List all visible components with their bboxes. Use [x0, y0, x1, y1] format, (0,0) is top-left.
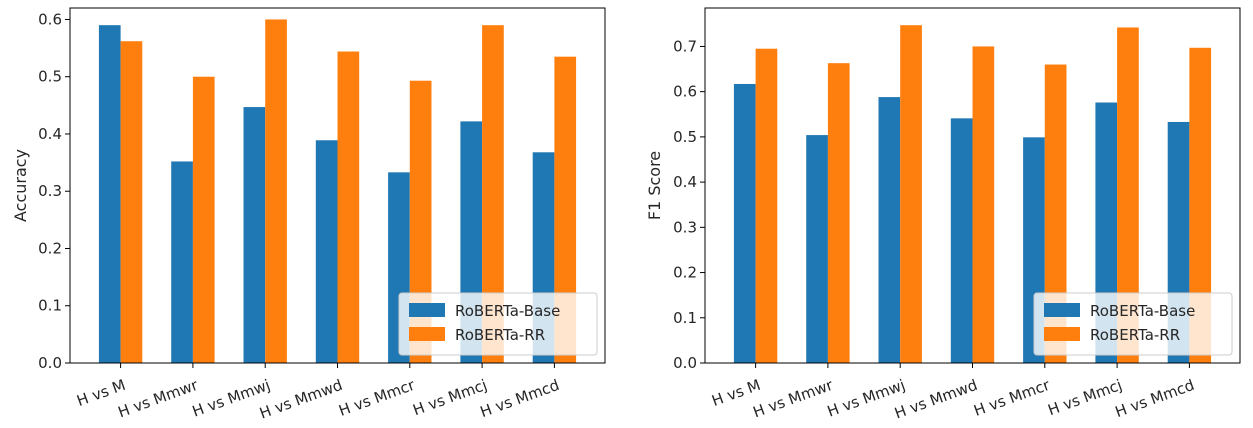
legend-label-roberta-rr: RoBERTa-RR — [455, 326, 545, 344]
x-tick-label: H vs Mmcd — [1113, 376, 1197, 421]
y-tick-label: 0.6 — [673, 83, 697, 101]
bar-roberta-rr-4 — [972, 46, 995, 364]
legend-label-roberta-base: RoBERTa-Base — [1090, 302, 1195, 320]
bar-roberta-base-1 — [733, 83, 756, 364]
bar-roberta-rr-1 — [755, 48, 778, 364]
legend: RoBERTa-Base RoBERTa-RR — [1033, 292, 1233, 356]
bar-roberta-base-3 — [878, 97, 901, 363]
x-tick-label: H vs Mmcj — [410, 376, 489, 419]
legend-box — [1033, 292, 1233, 356]
y-tick-label: 0.6 — [38, 10, 62, 28]
x-tick-label: H vs Mmcr — [336, 376, 418, 420]
y-tick-label: 0.0 — [673, 354, 697, 372]
bar-roberta-base-4 — [950, 118, 973, 363]
legend-label-roberta-base: RoBERTa-Base — [455, 302, 560, 320]
y-tick-label: 0.4 — [673, 173, 697, 191]
bar-roberta-rr-2 — [192, 76, 215, 363]
x-tick-label: H vs Mmwd — [257, 376, 345, 423]
y-tick-label: 0.0 — [38, 354, 62, 372]
y-tick-label: 0.3 — [38, 182, 62, 200]
y-tick-label: 0.1 — [38, 297, 62, 315]
legend-swatch-roberta-base — [409, 303, 445, 317]
y-axis-label: Accuracy — [11, 149, 30, 222]
bar-roberta-rr-6 — [482, 25, 504, 363]
bar-roberta-base-4 — [315, 140, 338, 363]
y-tick-label: 0.2 — [38, 239, 62, 257]
y-tick-label: 0.7 — [673, 37, 697, 55]
y-axis-label: F1 Score — [645, 151, 664, 220]
legend-box — [398, 292, 598, 356]
bar-roberta-rr-5 — [409, 80, 432, 363]
legend-label-roberta-rr: RoBERTa-RR — [1090, 326, 1180, 344]
x-tick-label: H vs Mmwr — [751, 376, 836, 422]
bar-roberta-rr-3 — [265, 19, 287, 364]
y-tick-label: 0.3 — [673, 218, 697, 236]
y-tick-label: 0.5 — [38, 68, 62, 86]
y-tick-label: 0.5 — [673, 128, 697, 146]
x-tick-label: H vs Mmwd — [892, 376, 980, 423]
bar-roberta-rr-2 — [827, 63, 850, 364]
bar-roberta-rr-7 — [1189, 47, 1212, 364]
bar-roberta-base-2 — [171, 161, 193, 363]
legend: RoBERTa-Base RoBERTa-RR — [398, 292, 598, 356]
legend-swatch-roberta-rr — [1044, 327, 1080, 341]
bar-roberta-rr-7 — [554, 56, 577, 364]
bar-roberta-base-1 — [98, 25, 121, 363]
legend-swatch-roberta-base — [1044, 303, 1080, 317]
y-tick-label: 0.1 — [673, 309, 697, 327]
x-tick-label: H vs Mmwr — [116, 376, 201, 422]
bar-roberta-rr-1 — [120, 41, 143, 363]
x-tick-label: H vs Mmcj — [1045, 376, 1124, 419]
chart-2: 0.00.10.20.30.40.50.60.7H vs MH vs MmwrH… — [645, 7, 1241, 423]
bar-roberta-rr-5 — [1044, 64, 1067, 364]
bar-roberta-rr-4 — [337, 51, 360, 364]
y-tick-label: 0.4 — [38, 125, 62, 143]
legend-swatch-roberta-rr — [409, 327, 445, 341]
y-tick-label: 0.2 — [673, 264, 697, 282]
x-tick-label: H vs Mmcr — [971, 376, 1053, 420]
bar-roberta-rr-3 — [900, 25, 922, 363]
bar-roberta-base-2 — [806, 135, 828, 363]
bar-roberta-base-3 — [243, 107, 266, 363]
x-tick-label: H vs Mmcd — [478, 376, 562, 421]
bar-roberta-rr-6 — [1117, 27, 1139, 363]
